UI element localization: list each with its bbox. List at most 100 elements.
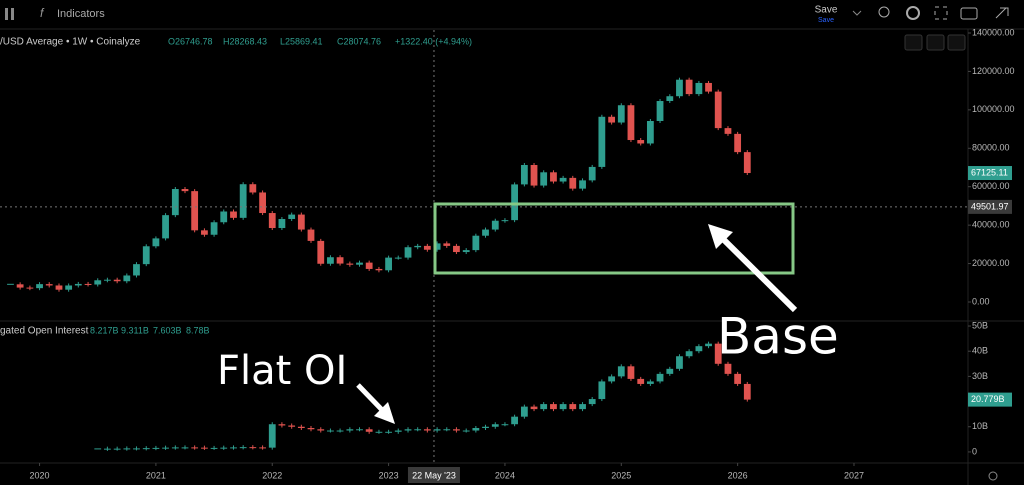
legend-value: 7.603B — [153, 325, 182, 335]
candle — [142, 246, 150, 265]
candle — [297, 426, 305, 429]
candle — [695, 346, 703, 352]
candle — [423, 429, 431, 431]
candle — [36, 284, 43, 289]
candle — [734, 133, 742, 153]
indicators-button[interactable]: Indicators — [57, 8, 105, 20]
crosshair-tag — [968, 199, 1012, 214]
candle — [103, 448, 111, 450]
candle — [307, 229, 315, 241]
candle — [123, 275, 131, 282]
candle — [501, 220, 509, 222]
candle — [569, 177, 577, 189]
fx-icon: f — [40, 6, 45, 20]
candle — [365, 429, 373, 432]
candle — [695, 82, 703, 95]
candle — [433, 243, 441, 250]
candle — [239, 184, 247, 218]
candle — [162, 215, 169, 239]
candle — [705, 343, 712, 347]
candle — [278, 218, 286, 229]
arrow-head — [708, 224, 733, 249]
candle — [617, 105, 625, 123]
candle — [103, 279, 111, 281]
annotation: Flat OI — [217, 348, 347, 394]
fullscreen-icon[interactable] — [934, 6, 948, 20]
candle — [230, 211, 237, 218]
button[interactable] — [904, 34, 923, 51]
candle — [579, 404, 586, 410]
legend-value: 9.311B — [121, 325, 149, 335]
y-tick-label: 30B — [972, 371, 988, 381]
candle — [191, 191, 199, 231]
candle — [520, 164, 528, 185]
candle — [297, 214, 305, 230]
candle — [433, 429, 441, 431]
candle — [307, 428, 315, 430]
y-tick-label: 80000.00 — [972, 143, 1010, 153]
series-title: /USD Average • 1W • Coinalyze — [0, 37, 141, 48]
zoom-icon[interactable] — [878, 6, 890, 18]
legend-value: H28268.43 — [223, 36, 267, 46]
candle — [423, 245, 431, 250]
dropdown-icon[interactable] — [852, 10, 862, 16]
candle — [201, 447, 208, 449]
settings-icon[interactable] — [906, 6, 920, 20]
x-tick-label: 2022 — [262, 470, 282, 480]
candle — [394, 257, 402, 259]
toolbar: f Indicators Save Save — [5, 5, 1009, 24]
publish-icon[interactable] — [995, 7, 1009, 19]
candle — [676, 79, 683, 97]
candle — [394, 430, 402, 432]
candle — [249, 184, 257, 193]
settings-icon[interactable] — [988, 471, 998, 481]
legend-value: 8.78B — [186, 325, 210, 335]
x-tick-label: 2023 — [379, 470, 399, 480]
button[interactable] — [947, 34, 966, 51]
candle — [491, 220, 499, 230]
save-button[interactable]: Save — [815, 5, 838, 16]
candle — [482, 229, 489, 236]
candle — [530, 406, 538, 410]
candle — [171, 447, 179, 449]
candle — [404, 429, 412, 431]
x-tick-label: 2026 — [728, 470, 748, 480]
candle — [201, 230, 208, 235]
candle — [453, 429, 460, 431]
candle — [627, 366, 635, 379]
x-tick-label: 2025 — [611, 470, 631, 480]
candle — [133, 264, 140, 276]
series-title: gated Open Interest — [0, 326, 89, 337]
candle — [259, 447, 266, 449]
camera-icon[interactable] — [960, 7, 978, 20]
candle — [171, 189, 179, 216]
button[interactable] — [926, 34, 945, 51]
candle — [462, 430, 470, 432]
candle — [375, 268, 383, 271]
candle — [404, 247, 412, 258]
candle — [152, 238, 160, 247]
candle — [336, 430, 344, 432]
candle — [65, 285, 73, 290]
candle — [453, 245, 460, 253]
y-tick-label: 0.00 — [972, 296, 990, 306]
candle — [482, 426, 489, 429]
plot: /USD Average • 1W • Coinalyze O26746.78 H2… — [0, 27, 1015, 483]
save-sub: Save — [818, 17, 834, 24]
candle — [656, 373, 664, 382]
candle — [278, 424, 286, 426]
y-tick-label: 140000.00 — [972, 27, 1015, 37]
candle — [598, 116, 606, 167]
icon[interactable] — [5, 8, 8, 20]
candle — [724, 128, 732, 134]
candle — [569, 404, 577, 410]
candle — [414, 245, 422, 248]
candle — [540, 404, 548, 410]
y-tick-label: 0 — [972, 446, 977, 456]
y-tick-label: 50B — [972, 320, 988, 330]
candle — [45, 284, 53, 286]
arrow — [717, 233, 798, 313]
candle — [637, 140, 645, 144]
candle — [356, 429, 363, 431]
